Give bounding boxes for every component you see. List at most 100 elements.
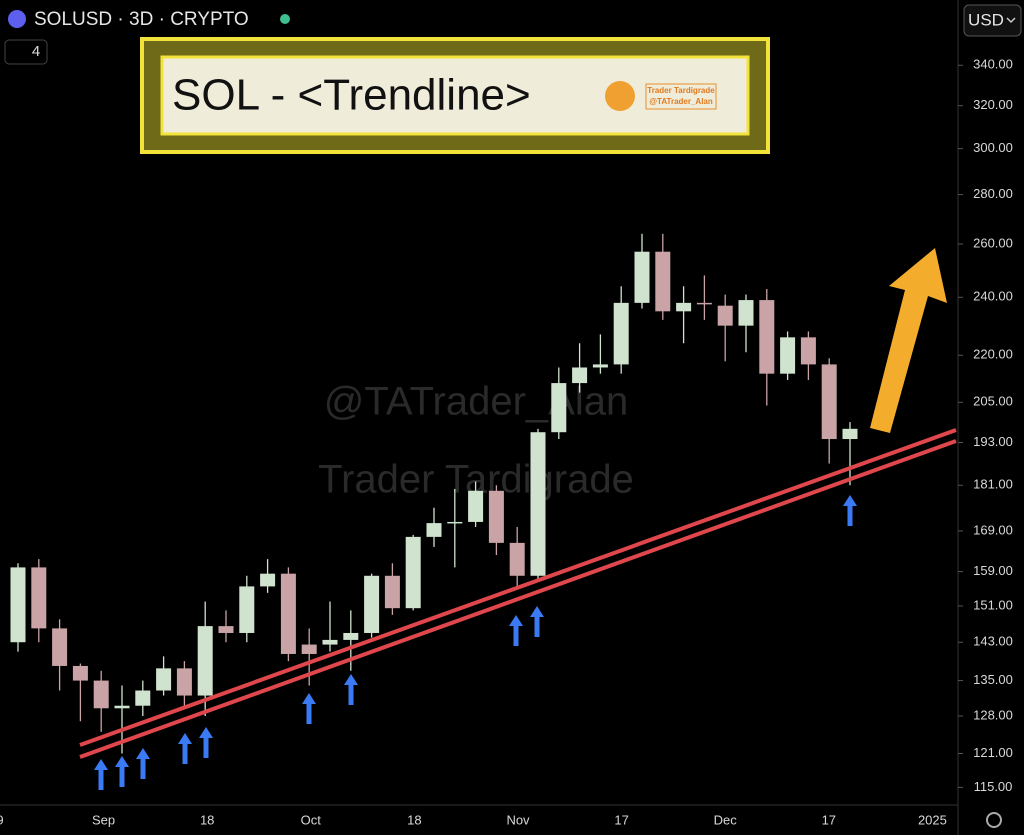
candle-body bbox=[572, 367, 588, 384]
candle-body bbox=[176, 668, 192, 696]
support-arrow bbox=[115, 756, 129, 787]
support-arrow bbox=[199, 727, 213, 758]
candle-body bbox=[72, 665, 88, 681]
y-tick-label: 193.00 bbox=[973, 434, 1013, 449]
candle-body bbox=[343, 632, 359, 640]
candle-body bbox=[280, 573, 296, 654]
support-arrow bbox=[344, 674, 358, 705]
y-tick-label: 205.00 bbox=[973, 394, 1013, 409]
candle-body bbox=[592, 364, 608, 368]
y-tick-label: 340.00 bbox=[973, 57, 1013, 72]
candle-body bbox=[322, 639, 338, 645]
trendline bbox=[79, 439, 957, 759]
x-tick-label: Oct bbox=[301, 812, 322, 827]
candle-body bbox=[426, 523, 442, 537]
candle-body bbox=[634, 251, 650, 303]
candle-body bbox=[842, 428, 858, 440]
candle-body bbox=[364, 575, 380, 633]
y-tick-label: 320.00 bbox=[973, 97, 1013, 112]
x-tick-label: Dec bbox=[714, 812, 738, 827]
y-axis: 115.00 121.00 128.00 135.00 143.00 151.00 159.… bbox=[958, 57, 1013, 794]
candle-body bbox=[10, 567, 26, 643]
candle-body bbox=[696, 302, 712, 305]
y-tick-label: 121.00 bbox=[973, 745, 1013, 760]
y-tick-label: 300.00 bbox=[973, 140, 1013, 155]
candle-body bbox=[135, 690, 151, 706]
dropdown-caret bbox=[1006, 17, 1016, 24]
candle-body bbox=[780, 337, 796, 374]
y-tick-label: 128.00 bbox=[973, 707, 1013, 722]
candle-body bbox=[218, 626, 234, 633]
support-arrow bbox=[509, 615, 523, 646]
y-tick-label: 169.00 bbox=[973, 522, 1013, 537]
candle-body bbox=[405, 536, 421, 609]
support-arrows bbox=[94, 495, 857, 790]
candle-body bbox=[384, 575, 400, 609]
interval-badge-text: 4 bbox=[32, 43, 40, 60]
y-tick-label: 115.00 bbox=[974, 779, 1013, 794]
candle-body bbox=[93, 680, 109, 709]
y-tick-label: 151.00 bbox=[973, 597, 1013, 612]
candle-body bbox=[655, 251, 671, 312]
x-tick-label: 17 bbox=[822, 812, 836, 827]
support-arrow bbox=[94, 759, 108, 790]
x-tick-label: Sep bbox=[92, 812, 115, 827]
candle-body bbox=[114, 705, 130, 709]
currency-label: USD bbox=[968, 10, 1004, 29]
currency-button[interactable] bbox=[963, 4, 1022, 37]
y-tick-label: 260.00 bbox=[973, 235, 1013, 250]
logo-box bbox=[645, 83, 717, 110]
x-tick-label: 2025 bbox=[918, 812, 947, 827]
candle-body bbox=[301, 644, 317, 654]
watermark: @TATrader_Alan Trader Tardigrade bbox=[318, 380, 634, 502]
candle-body bbox=[676, 302, 692, 312]
candle-body bbox=[759, 300, 775, 374]
y-tick-label: 135.00 bbox=[973, 672, 1013, 687]
y-tick-label: 280.00 bbox=[973, 186, 1013, 201]
candle-body bbox=[31, 567, 47, 629]
candle-body bbox=[800, 337, 816, 365]
y-tick-label: 220.00 bbox=[973, 347, 1013, 362]
interval-badge[interactable] bbox=[4, 39, 48, 65]
candle-body bbox=[260, 573, 276, 587]
y-tick-label: 181.00 bbox=[973, 477, 1013, 492]
x-axis: 9 Sep 18 Oct 18 Nov 17 Dec 17 2025 bbox=[0, 812, 947, 827]
settings-icon[interactable] bbox=[986, 812, 1002, 828]
support-arrow bbox=[530, 606, 544, 637]
x-tick-label: 18 bbox=[200, 812, 214, 827]
title-box bbox=[160, 55, 750, 136]
logo-name: Trader Tardigrade bbox=[647, 86, 715, 95]
candle-body bbox=[52, 628, 68, 666]
candle-body bbox=[197, 626, 213, 696]
x-tick-label: 18 bbox=[407, 812, 421, 827]
watermark-text: @TATrader_Alan bbox=[324, 380, 628, 424]
coin-icon bbox=[8, 10, 26, 28]
candle-body bbox=[613, 302, 629, 365]
support-arrow bbox=[843, 495, 857, 526]
chart-title: SOL - <Trendline> bbox=[172, 71, 531, 120]
trendline bbox=[79, 428, 957, 747]
y-tick-label: 240.00 bbox=[973, 289, 1013, 304]
candle-body bbox=[551, 383, 567, 433]
candle-body bbox=[447, 521, 463, 524]
candle-body bbox=[156, 668, 172, 691]
candle-body bbox=[488, 490, 504, 543]
candle-body bbox=[509, 542, 525, 576]
logo-handle: @TATrader_Alan bbox=[649, 97, 713, 106]
candle-body bbox=[738, 300, 754, 326]
y-tick-label: 143.00 bbox=[973, 634, 1013, 649]
logo-icon bbox=[605, 81, 635, 111]
target-arrow bbox=[870, 248, 947, 433]
x-tick-label: 9 bbox=[0, 812, 4, 827]
plot bbox=[10, 233, 858, 754]
candle-body bbox=[717, 305, 733, 326]
support-arrow bbox=[178, 733, 192, 764]
support-arrow bbox=[302, 693, 316, 724]
candle-body bbox=[530, 432, 546, 576]
x-tick-label: 17 bbox=[614, 812, 628, 827]
support-arrow bbox=[136, 748, 150, 779]
candle-body bbox=[821, 364, 837, 440]
y-tick-label: 159.00 bbox=[973, 563, 1013, 578]
symbol-header: SOLUSD · 3D · CRYPTO bbox=[34, 9, 249, 30]
